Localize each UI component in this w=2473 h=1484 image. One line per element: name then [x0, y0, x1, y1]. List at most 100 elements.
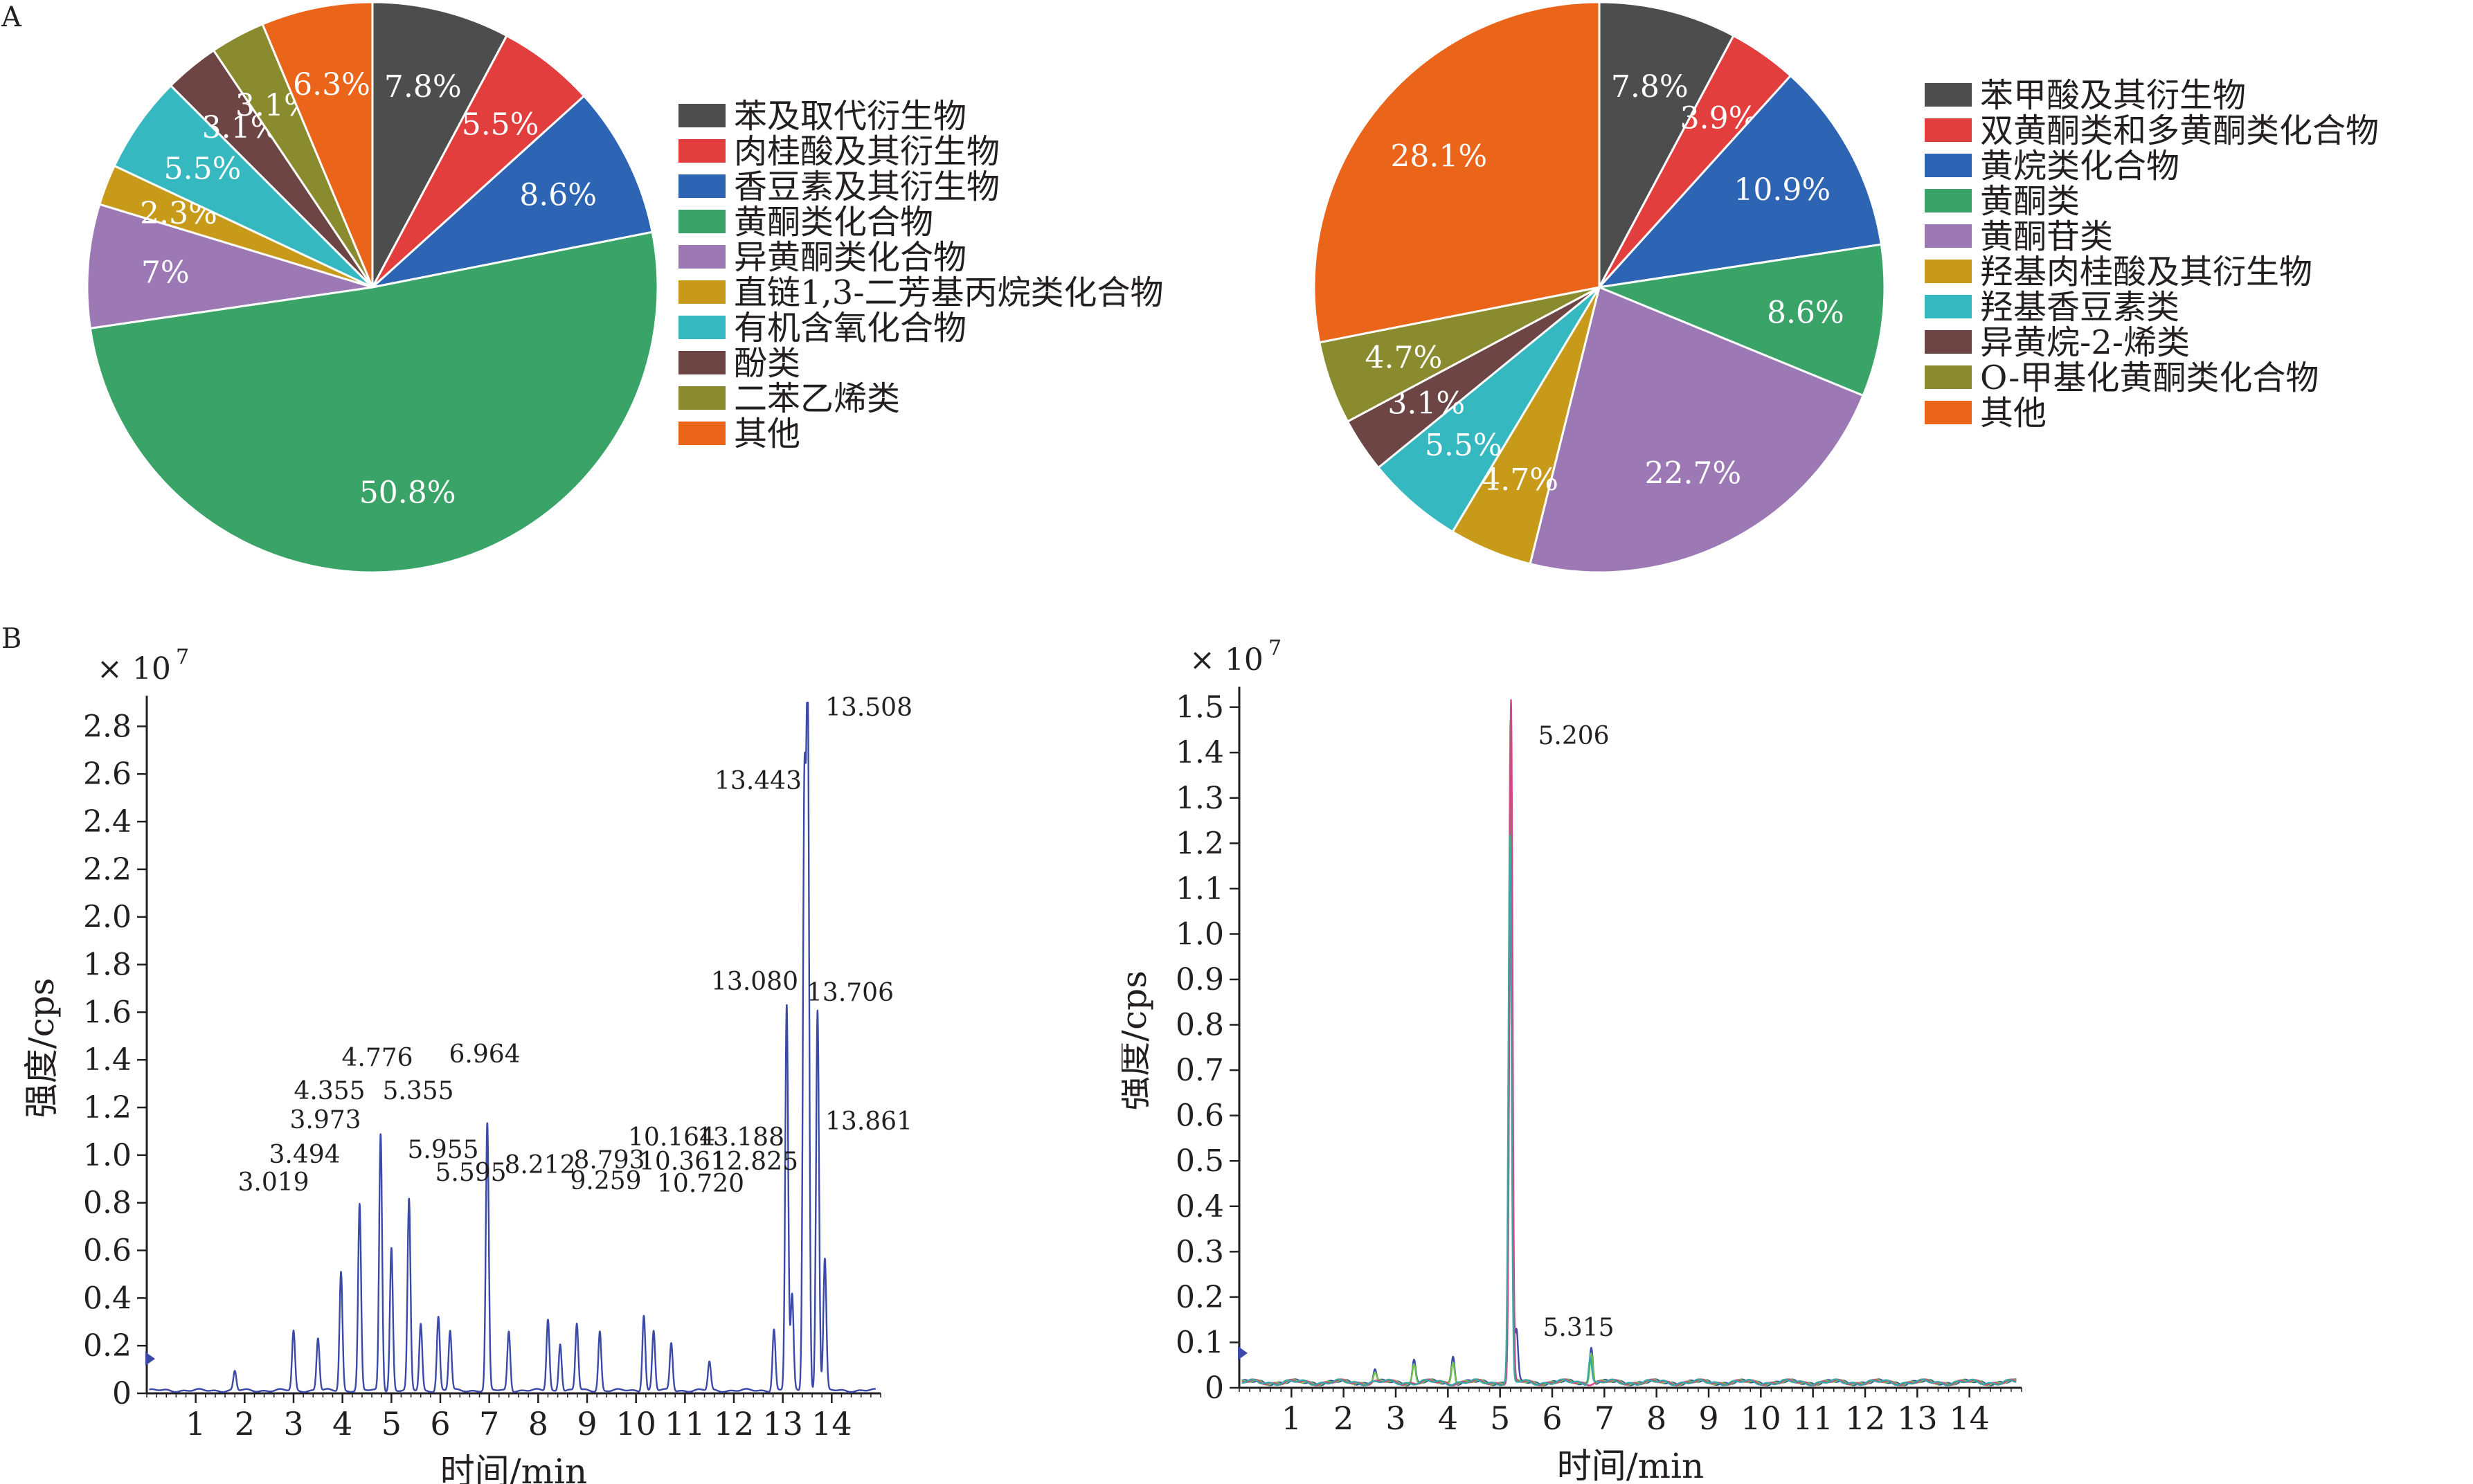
slice-value-label: 4.7%	[1481, 462, 1558, 498]
slice-value-label: 6.3%	[293, 67, 370, 102]
panel-label-b: B	[1, 623, 22, 655]
x-tick-label: 1	[1282, 1400, 1302, 1437]
legend-label: 羟基肉桂酸及其衍生物	[1980, 253, 2312, 291]
peak-label: 13.508	[825, 694, 912, 722]
legend-label: 其他	[1980, 394, 2047, 433]
y-tick-label: 1.4	[83, 1042, 132, 1078]
x-tick-label: 3	[1385, 1400, 1405, 1437]
slice-value-label: 7.8%	[384, 69, 462, 105]
x-tick-label: 6	[430, 1405, 450, 1442]
pie-slice	[113, 84, 374, 289]
peak-label: 5.955	[407, 1136, 478, 1164]
y-tick-label: 0.9	[1176, 962, 1224, 997]
y-tick-label: 1.4	[1176, 735, 1224, 770]
pie-slice	[1597, 74, 1883, 289]
legend-swatch	[678, 316, 726, 339]
y-tick-label: 1.0	[1176, 916, 1224, 952]
legend-swatch	[678, 104, 726, 127]
legend-swatch	[678, 174, 726, 198]
legend-swatch	[1925, 401, 1972, 424]
y-tick-label: 0.3	[1176, 1234, 1224, 1269]
y-tick-label: 2.4	[83, 804, 132, 840]
peak-label: 10.361	[639, 1148, 726, 1176]
y-tick-label: 1.1	[1176, 871, 1224, 907]
y-tick-label: 0.2	[1176, 1280, 1224, 1315]
x-tick-label: 13	[762, 1405, 803, 1442]
slice-value-label: 8.6%	[1767, 296, 1844, 331]
axes: 1 2 3 4 5 6 7 8 9 10 11 12 13 1400.20.40.60.81.01.21.…	[21, 645, 881, 1484]
peak-label: 5.355	[382, 1077, 453, 1105]
y-tick-label: 1.3	[1176, 781, 1224, 816]
y-tick-label: 0.7	[1176, 1053, 1224, 1088]
legend-swatch	[678, 210, 726, 233]
y-tick-label: 2.8	[83, 709, 132, 744]
x-axis-title: 时间/min	[1557, 1446, 1704, 1484]
y-tick-label: 0.4	[1176, 1189, 1224, 1224]
y-tick-label: 0.8	[83, 1186, 132, 1221]
x-tick-label: 11	[1792, 1400, 1833, 1437]
pie-chart-right: 7.8%3.9%10.9%8.6%22.7%4.7%5.5%3.1%4.7%28…	[1313, 1, 2379, 574]
pie-slice	[1313, 1, 1601, 344]
peak-label: 13.443	[714, 767, 802, 795]
x-tick-label: 12	[714, 1405, 755, 1442]
x-tick-label: 6	[1542, 1400, 1562, 1437]
signal-traces	[148, 701, 876, 1393]
legend-label: 二苯乙烯类	[734, 379, 900, 418]
legend-swatch	[1925, 189, 1972, 212]
slice-value-label: 50.8%	[359, 476, 456, 511]
y-multiplier-label: × 10	[97, 651, 171, 687]
pie-slice	[1376, 286, 1601, 534]
y-tick-label: 0.8	[1176, 1008, 1224, 1043]
peak-label: 5.595	[435, 1159, 506, 1187]
pie-slice	[371, 1, 508, 288]
pie-slice	[89, 230, 659, 574]
peak-label: 3.973	[289, 1106, 361, 1134]
peak-label: 3.019	[237, 1168, 309, 1197]
signal-trace	[1241, 720, 2017, 1386]
pie-slice	[371, 34, 586, 289]
y-axis-title: 强度/cps	[1122, 970, 1154, 1111]
slice-value-label: 5.5%	[164, 151, 242, 186]
slice-value-label: 7%	[141, 255, 190, 290]
slice-value-label: 7.8%	[1611, 69, 1689, 105]
peak-label: 10.164	[628, 1123, 715, 1152]
slice-value-label: 22.7%	[1644, 456, 1741, 491]
legend-label: 香豆素及其衍生物	[734, 168, 1000, 206]
x-tick-label: 5	[381, 1405, 402, 1442]
legend-label: 羟基香豆素类	[1980, 288, 2179, 327]
legend-label: 酚类	[734, 344, 800, 383]
x-tick-label: 1	[186, 1405, 206, 1442]
x-tick-label: 12	[1845, 1400, 1886, 1437]
x-axis-title: 时间/min	[440, 1451, 587, 1484]
y-tick-label: 0.2	[83, 1328, 132, 1364]
y-tick-label: 1.6	[83, 995, 132, 1030]
peak-label: 13.080	[711, 968, 798, 996]
pie-slice	[261, 1, 374, 288]
legend-swatch	[1925, 260, 1972, 283]
signal-trace	[1241, 835, 2017, 1386]
y-tick-label: 0.6	[83, 1233, 132, 1269]
legend-swatch	[678, 245, 726, 269]
y-tick-label: 2.0	[83, 900, 132, 935]
chromatogram-right: 1 2 3 4 5 6 7 8 9 10 11 12 13 1400.10.20.30.40.50.60.…	[1122, 636, 2022, 1484]
signal-traces	[1241, 699, 2017, 1386]
signal-trace	[1241, 765, 2017, 1386]
pie-slice	[368, 94, 654, 289]
slice-value-label: 8.6%	[519, 177, 597, 212]
y-tick-label: 2.6	[83, 757, 132, 792]
peak-label: 8.212	[504, 1151, 575, 1179]
pie-slice	[1595, 243, 1886, 397]
y-multiplier-label: × 10	[1189, 642, 1264, 678]
peak-label: 5.206	[1538, 722, 1609, 750]
x-tick-label: 10	[1741, 1400, 1781, 1437]
x-tick-label: 4	[1438, 1400, 1458, 1437]
pie-slices: 7.8%3.9%10.9%8.6%22.7%4.7%5.5%3.1%4.7%28…	[1313, 1, 1886, 574]
signal-trace	[1241, 699, 2017, 1386]
slice-value-label: 28.1%	[1390, 138, 1487, 174]
x-tick-label: 9	[577, 1405, 597, 1442]
legend-swatch	[1925, 83, 1972, 107]
legend-label: 有机含氧化合物	[734, 309, 966, 347]
legend-swatch	[678, 351, 726, 374]
x-tick-label: 5	[1490, 1400, 1510, 1437]
